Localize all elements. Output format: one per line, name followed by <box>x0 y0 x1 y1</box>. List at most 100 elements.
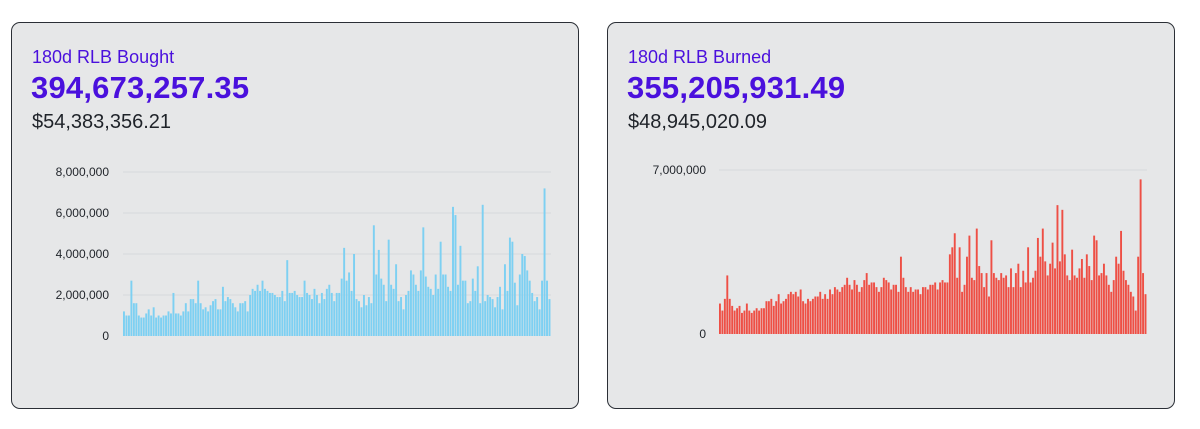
bar[interactable] <box>865 273 868 334</box>
bar[interactable] <box>367 297 370 336</box>
bar[interactable] <box>147 309 150 336</box>
bar[interactable] <box>506 290 509 336</box>
bar[interactable] <box>782 301 785 334</box>
bar[interactable] <box>333 301 336 336</box>
bar[interactable] <box>286 260 289 336</box>
bar[interactable] <box>988 296 990 334</box>
bar[interactable] <box>807 298 809 334</box>
bar[interactable] <box>961 291 964 334</box>
bar[interactable] <box>1049 263 1052 334</box>
bar[interactable] <box>966 256 968 334</box>
bar[interactable] <box>1046 275 1049 334</box>
bar[interactable] <box>1068 280 1071 334</box>
bar[interactable] <box>902 277 905 334</box>
bar[interactable] <box>264 288 266 336</box>
bar[interactable] <box>157 315 160 337</box>
bar[interactable] <box>429 288 432 336</box>
bar[interactable] <box>325 288 328 336</box>
bar[interactable] <box>409 270 412 336</box>
bar[interactable] <box>318 303 321 336</box>
bar[interactable] <box>794 291 797 334</box>
bar[interactable] <box>1066 275 1069 334</box>
bar[interactable] <box>224 301 227 336</box>
bar[interactable] <box>973 280 976 334</box>
bar[interactable] <box>330 292 333 336</box>
bar[interactable] <box>873 282 875 334</box>
bar[interactable] <box>1110 291 1113 334</box>
bar[interactable] <box>946 282 949 334</box>
bar[interactable] <box>980 273 983 334</box>
bar[interactable] <box>733 310 736 334</box>
bar[interactable] <box>308 295 311 336</box>
bar[interactable] <box>895 284 897 334</box>
bar[interactable] <box>358 301 360 336</box>
bar[interactable] <box>755 308 758 334</box>
bar[interactable] <box>877 291 880 334</box>
bar[interactable] <box>417 290 420 336</box>
bar[interactable] <box>251 288 254 336</box>
bar[interactable] <box>887 282 890 334</box>
bar[interactable] <box>838 291 841 334</box>
bar[interactable] <box>174 313 177 336</box>
bar[interactable] <box>841 287 844 334</box>
bar[interactable] <box>970 277 973 334</box>
bar[interactable] <box>1144 294 1147 334</box>
bar[interactable] <box>860 287 863 334</box>
bar[interactable] <box>444 274 447 337</box>
bar[interactable] <box>385 301 388 336</box>
bar[interactable] <box>197 280 200 336</box>
bar[interactable] <box>914 289 917 334</box>
bar[interactable] <box>1039 256 1042 334</box>
bar[interactable] <box>484 301 487 336</box>
bar[interactable] <box>456 284 459 336</box>
bar[interactable] <box>875 287 878 334</box>
bar[interactable] <box>259 290 261 336</box>
bar[interactable] <box>951 247 954 334</box>
bar[interactable] <box>736 308 739 334</box>
bar[interactable] <box>853 280 856 334</box>
bar[interactable] <box>1107 284 1110 334</box>
bar[interactable] <box>518 274 521 337</box>
bar[interactable] <box>142 317 145 336</box>
bar[interactable] <box>1115 256 1118 334</box>
bar[interactable] <box>851 289 853 334</box>
bar[interactable] <box>340 278 343 336</box>
bar[interactable] <box>758 310 761 334</box>
bar[interactable] <box>179 315 182 337</box>
bar[interactable] <box>229 299 232 336</box>
bar[interactable] <box>140 317 143 336</box>
bar[interactable] <box>439 241 442 336</box>
bar[interactable] <box>836 289 839 334</box>
bar[interactable] <box>1041 228 1044 334</box>
bar[interactable] <box>494 307 497 336</box>
bar[interactable] <box>402 309 405 336</box>
bar[interactable] <box>924 287 927 334</box>
bar[interactable] <box>476 266 479 336</box>
bar[interactable] <box>454 215 457 336</box>
bar[interactable] <box>306 292 309 336</box>
bar[interactable] <box>271 292 274 336</box>
bar[interactable] <box>719 303 721 334</box>
bar[interactable] <box>533 301 536 336</box>
bar[interactable] <box>765 301 768 334</box>
bar[interactable] <box>177 313 180 336</box>
bar[interactable] <box>496 297 499 336</box>
bar[interactable] <box>816 296 819 334</box>
bar[interactable] <box>320 292 323 336</box>
bar[interactable] <box>1000 273 1003 334</box>
bar[interactable] <box>1076 277 1078 334</box>
bar[interactable] <box>481 204 484 336</box>
bar[interactable] <box>474 290 477 336</box>
bar[interactable] <box>516 305 519 336</box>
bar[interactable] <box>172 292 175 336</box>
bar[interactable] <box>892 284 895 334</box>
bar[interactable] <box>508 237 511 336</box>
bar[interactable] <box>726 275 729 334</box>
bar[interactable] <box>731 305 734 334</box>
bar[interactable] <box>234 307 237 336</box>
bar[interactable] <box>345 280 348 336</box>
bar[interactable] <box>268 292 271 336</box>
bar[interactable] <box>921 287 924 334</box>
bar[interactable] <box>380 278 383 336</box>
bar[interactable] <box>863 280 866 334</box>
